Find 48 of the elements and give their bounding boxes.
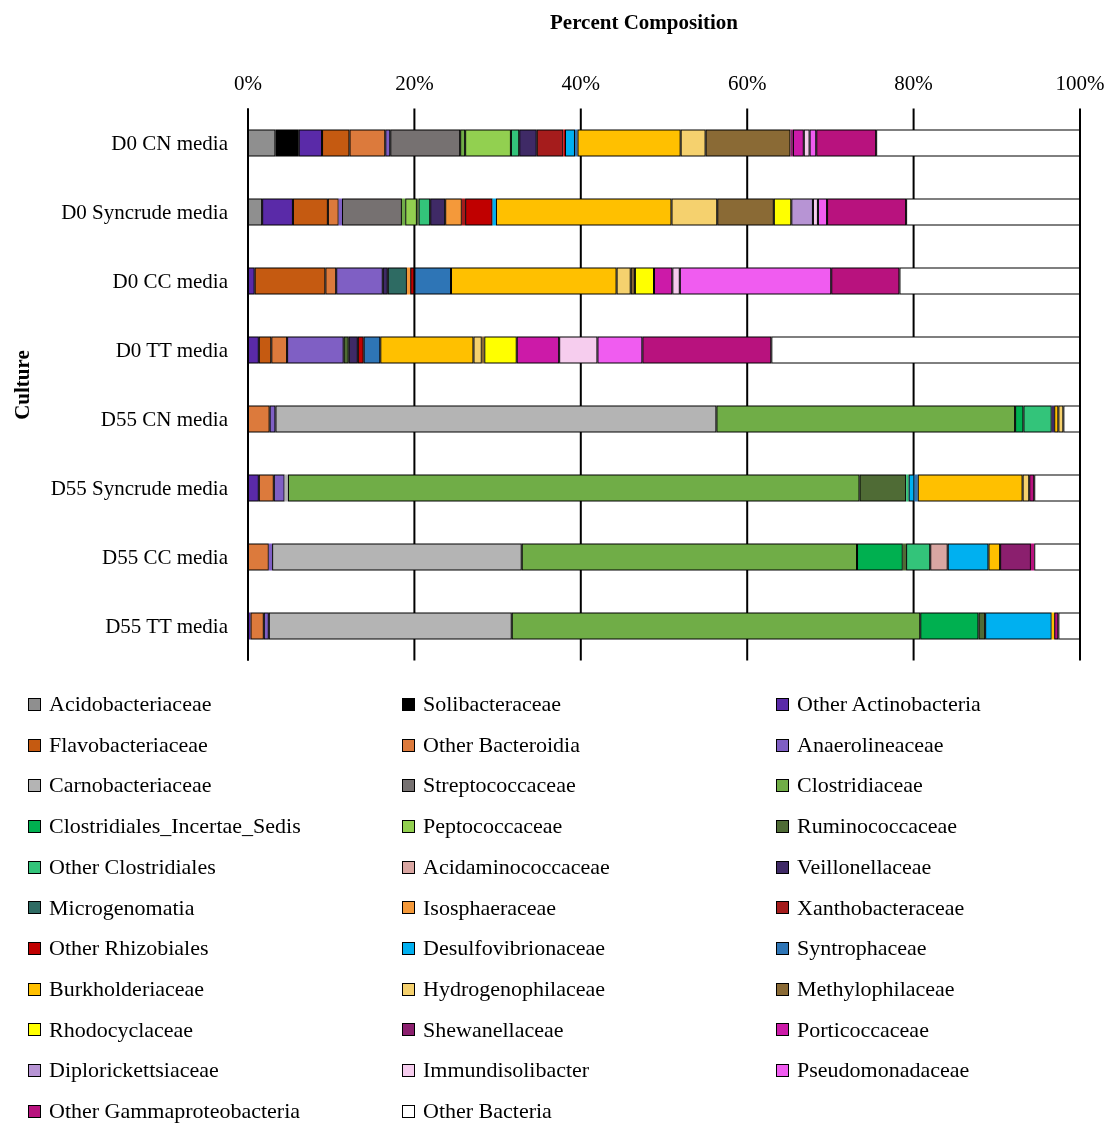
- legend-label: Burkholderiaceae: [49, 974, 205, 1003]
- legend-label: Flavobacteriaceae: [49, 730, 208, 759]
- legend-label: Other Gammaproteobacteria: [49, 1097, 301, 1123]
- legend-label: Porticoccaceae: [797, 1015, 929, 1044]
- y-tick-label: D0 CN media: [111, 131, 229, 156]
- legend-label: Pseudomonadaceae: [797, 1056, 970, 1085]
- legend-label: Acidobacteriaceae: [49, 690, 212, 718]
- legend-label: Other Bacteroidia: [423, 730, 580, 759]
- legend-label: Other Actinobacteria: [797, 690, 981, 718]
- y-tick-label: D0 CC media: [112, 269, 229, 294]
- legend-label: Immundisolibacter: [423, 1056, 590, 1085]
- legend-label: Streptococcaceae: [423, 771, 576, 800]
- legend-label: Xanthobacteraceae: [797, 893, 965, 922]
- legend-label: Ruminococcaceae: [797, 812, 958, 841]
- x-tick-label: 100%: [1055, 70, 1105, 95]
- y-tick-label: D0 TT media: [115, 338, 229, 363]
- legend-label: Solibacteraceae: [423, 690, 562, 718]
- legend-label: Shewanellaceae: [423, 1015, 564, 1044]
- legend-label: Clostridiales_Incertae_Sedis: [49, 812, 301, 841]
- legend-label: Clostridiaceae: [797, 771, 923, 800]
- legend-label: Desulfovibrionaceae: [423, 934, 606, 963]
- y-tick-label: D55 TT media: [105, 614, 229, 639]
- legend-label: Other Rhizobiales: [49, 934, 209, 963]
- legend-label: Syntrophaceae: [797, 934, 927, 963]
- legend-label: Veillonellaceae: [797, 852, 932, 881]
- legend-label: Microgenomatia: [49, 893, 195, 922]
- legend-label: Other Clostridiales: [49, 852, 216, 881]
- legend-label: Acidaminococcaceae: [423, 852, 610, 881]
- y-axis-title: Culture: [9, 350, 34, 420]
- x-tick-label: 60%: [727, 70, 767, 95]
- y-tick-label: D55 CN media: [100, 407, 229, 432]
- x-tick-label: 0%: [234, 70, 262, 95]
- y-tick-label: D55 Syncrude media: [50, 476, 229, 501]
- x-tick-label: 80%: [894, 70, 933, 95]
- legend-label: Peptococcaceae: [423, 812, 563, 841]
- y-tick-label: D55 CC media: [102, 545, 229, 570]
- legend-label: Methylophilaceae: [797, 974, 955, 1003]
- legend-label: Carnobacteriaceae: [49, 771, 212, 800]
- legend-label: Hydrogenophilaceae: [423, 974, 606, 1003]
- legend-label: Rhodocyclaceae: [49, 1015, 194, 1044]
- x-tick-label: 20%: [395, 70, 434, 95]
- legend-label: Anaerolineaceae: [797, 730, 944, 759]
- x-axis-title: Percent Composition: [549, 10, 738, 34]
- legend-label: Isosphaeraceae: [423, 893, 557, 922]
- y-tick-label: D0 Syncrude media: [61, 200, 229, 225]
- legend-label: Diplorickettsiaceae: [49, 1056, 219, 1085]
- x-tick-label: 40%: [561, 70, 601, 95]
- legend-label: Other Bacteria: [423, 1097, 552, 1123]
